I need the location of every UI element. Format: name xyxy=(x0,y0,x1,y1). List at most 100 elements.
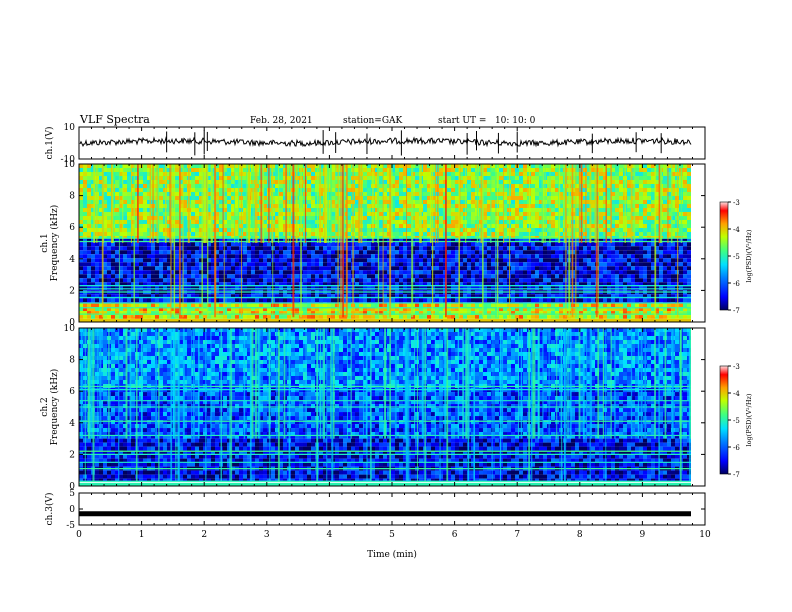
ch1-spectrogram-cell xyxy=(367,266,371,271)
ch1-spectrogram-cell xyxy=(219,212,223,216)
ch1-spectrogram-cell xyxy=(335,254,339,259)
ch1-spectrogram-cell xyxy=(363,238,367,243)
ch1-spectrogram-cell xyxy=(643,228,647,232)
ch1-spectrogram-cell xyxy=(235,216,239,220)
ch1-spectrogram-cell xyxy=(403,228,407,232)
ch1-spectrogram-cell xyxy=(467,172,471,176)
ch1-spectrogram-cell xyxy=(519,258,523,263)
ch1-spectrogram-cell xyxy=(387,180,391,184)
ch1-spectrogram-cell xyxy=(91,282,95,287)
ch1-spectrogram-cell xyxy=(415,262,419,267)
ch1-spectrogram-cell xyxy=(631,212,635,216)
ch1-spectrogram-cell xyxy=(331,168,335,172)
ch1-spectrogram-cell xyxy=(467,204,471,208)
ch1-spectrogram-cell xyxy=(123,254,127,259)
ch1-spectrogram-cell xyxy=(519,184,523,188)
ch1-spectrogram-cell xyxy=(483,274,487,279)
ch1-spectrogram-cell xyxy=(387,282,391,287)
ch1-spectrogram-cell xyxy=(239,180,243,184)
ch1-spectrogram-cell xyxy=(451,246,455,251)
ch1-spectrogram-cell xyxy=(187,274,191,279)
ch1-spectrogram-cell xyxy=(287,258,291,263)
ch1-spectrogram-cell xyxy=(407,236,411,239)
ch1-spectrogram-cell xyxy=(295,298,299,303)
ch1-spectrogram-cell xyxy=(419,270,423,275)
ch1-spectrogram-cell xyxy=(619,200,623,204)
ch1-spectrogram-cell xyxy=(675,232,679,236)
ch1-spectrogram-cell xyxy=(507,266,511,271)
ch1-spectrogram-cell xyxy=(131,236,135,239)
ch1-spectrogram-cell xyxy=(207,270,211,275)
ch1-spectrogram-cell xyxy=(391,212,395,216)
ch1-spectrogram-cell xyxy=(235,192,239,196)
ch1-spectrogram-cell xyxy=(499,250,503,255)
ch1-spectrogram-cell xyxy=(95,262,99,267)
ch1-spectrogram-cell xyxy=(211,270,215,275)
ch1-spectrogram-cell xyxy=(651,196,655,200)
ch1-spectrogram-cell xyxy=(367,192,371,196)
ch1-spectrogram-cell xyxy=(575,176,579,180)
ch1-spectrogram-cell xyxy=(315,250,319,255)
ch1-spectrogram-cell xyxy=(379,184,383,188)
ch1-spectrogram-cell xyxy=(219,192,223,196)
ch1-spectrogram-cell xyxy=(171,274,175,279)
ch1-spectrogram-cell xyxy=(347,274,351,279)
ch1-spectrogram-cell xyxy=(143,184,147,188)
ch1-spectrogram-cell xyxy=(655,172,659,176)
ch1-spectrogram-cell xyxy=(619,220,623,224)
ch1-spectrogram-cell xyxy=(455,254,459,259)
ch1-spectrogram-cell xyxy=(599,212,603,216)
ch1-spectrogram-cell xyxy=(435,212,439,216)
ch1-spectrogram-cell xyxy=(391,258,395,263)
ch1-spectrogram-cell xyxy=(427,236,431,239)
ch1-spectrogram-cell xyxy=(591,168,595,172)
ch1-spectrogram-cell xyxy=(647,212,651,216)
ch1-spectrogram-cell xyxy=(155,274,159,279)
ch1-spectrogram-cell xyxy=(427,176,431,180)
ch1-spectrogram-cell xyxy=(107,216,111,220)
ch1-spectrogram-cell xyxy=(87,172,91,176)
ch1-spectrogram-cell xyxy=(231,294,235,299)
ch1-spectrogram-cell xyxy=(591,208,595,212)
ch1-spectrogram-cell xyxy=(403,200,407,204)
ch1-spectrogram-cell xyxy=(619,176,623,180)
ch1-spectrogram-cell xyxy=(347,212,351,216)
ch1-spectrogram-cell xyxy=(515,188,519,192)
ch1-spectrogram-cell xyxy=(559,220,563,224)
ch1-spectrogram-cell xyxy=(615,232,619,236)
ch1-spectrogram-cell xyxy=(91,224,95,228)
ch1-spectrogram-cell xyxy=(215,246,219,251)
ch1-spectrogram-cell xyxy=(155,278,159,283)
ch1-spectrogram-cell xyxy=(447,238,451,243)
ch1-spectrogram-cell xyxy=(307,220,311,224)
ch1-spectrogram-cell xyxy=(255,258,259,263)
ch1-spectrogram-cell xyxy=(647,216,651,220)
ch1-spectrogram-cell xyxy=(131,254,135,259)
ch1-spectrogram-cell xyxy=(247,246,251,251)
ch1-spectrogram-cell xyxy=(463,192,467,196)
ch1-spectrogram-cell xyxy=(223,254,227,259)
ch1-spectrogram-cell xyxy=(191,212,195,216)
ch1-spectrogram-cell xyxy=(135,224,139,228)
ch1-spectrogram-cell xyxy=(387,228,391,232)
ch1-spectrogram-cell xyxy=(323,262,327,267)
ch1-spectrogram-cell xyxy=(215,212,219,216)
ch1-spectrogram-cell xyxy=(519,172,523,176)
ch1-spectrogram-cell xyxy=(87,242,91,247)
ch1-spectrogram-cell xyxy=(399,236,403,239)
ch1-spectrogram-cell xyxy=(475,258,479,263)
ch1-spectrogram-cell xyxy=(99,180,103,184)
ch1-spectrogram-cell xyxy=(135,204,139,208)
ch1-spectrogram-cell xyxy=(219,168,223,172)
ch1-spectrogram-cell xyxy=(243,192,247,196)
ch1-spectrogram-cell xyxy=(103,204,107,208)
ch1-spectrogram-cell xyxy=(387,204,391,208)
ch1-spectrogram-cell xyxy=(587,164,591,168)
ch1-spectrogram-cell xyxy=(367,228,371,232)
ch1-spectrogram-cell xyxy=(363,294,367,299)
ch1-spectrogram-cell xyxy=(519,270,523,275)
ch1-spectrogram-cell xyxy=(243,262,247,267)
ch1-spectrogram-cell xyxy=(311,216,315,220)
ch1-spectrogram-cell xyxy=(355,208,359,212)
ch1-spectrogram-cell xyxy=(135,212,139,216)
